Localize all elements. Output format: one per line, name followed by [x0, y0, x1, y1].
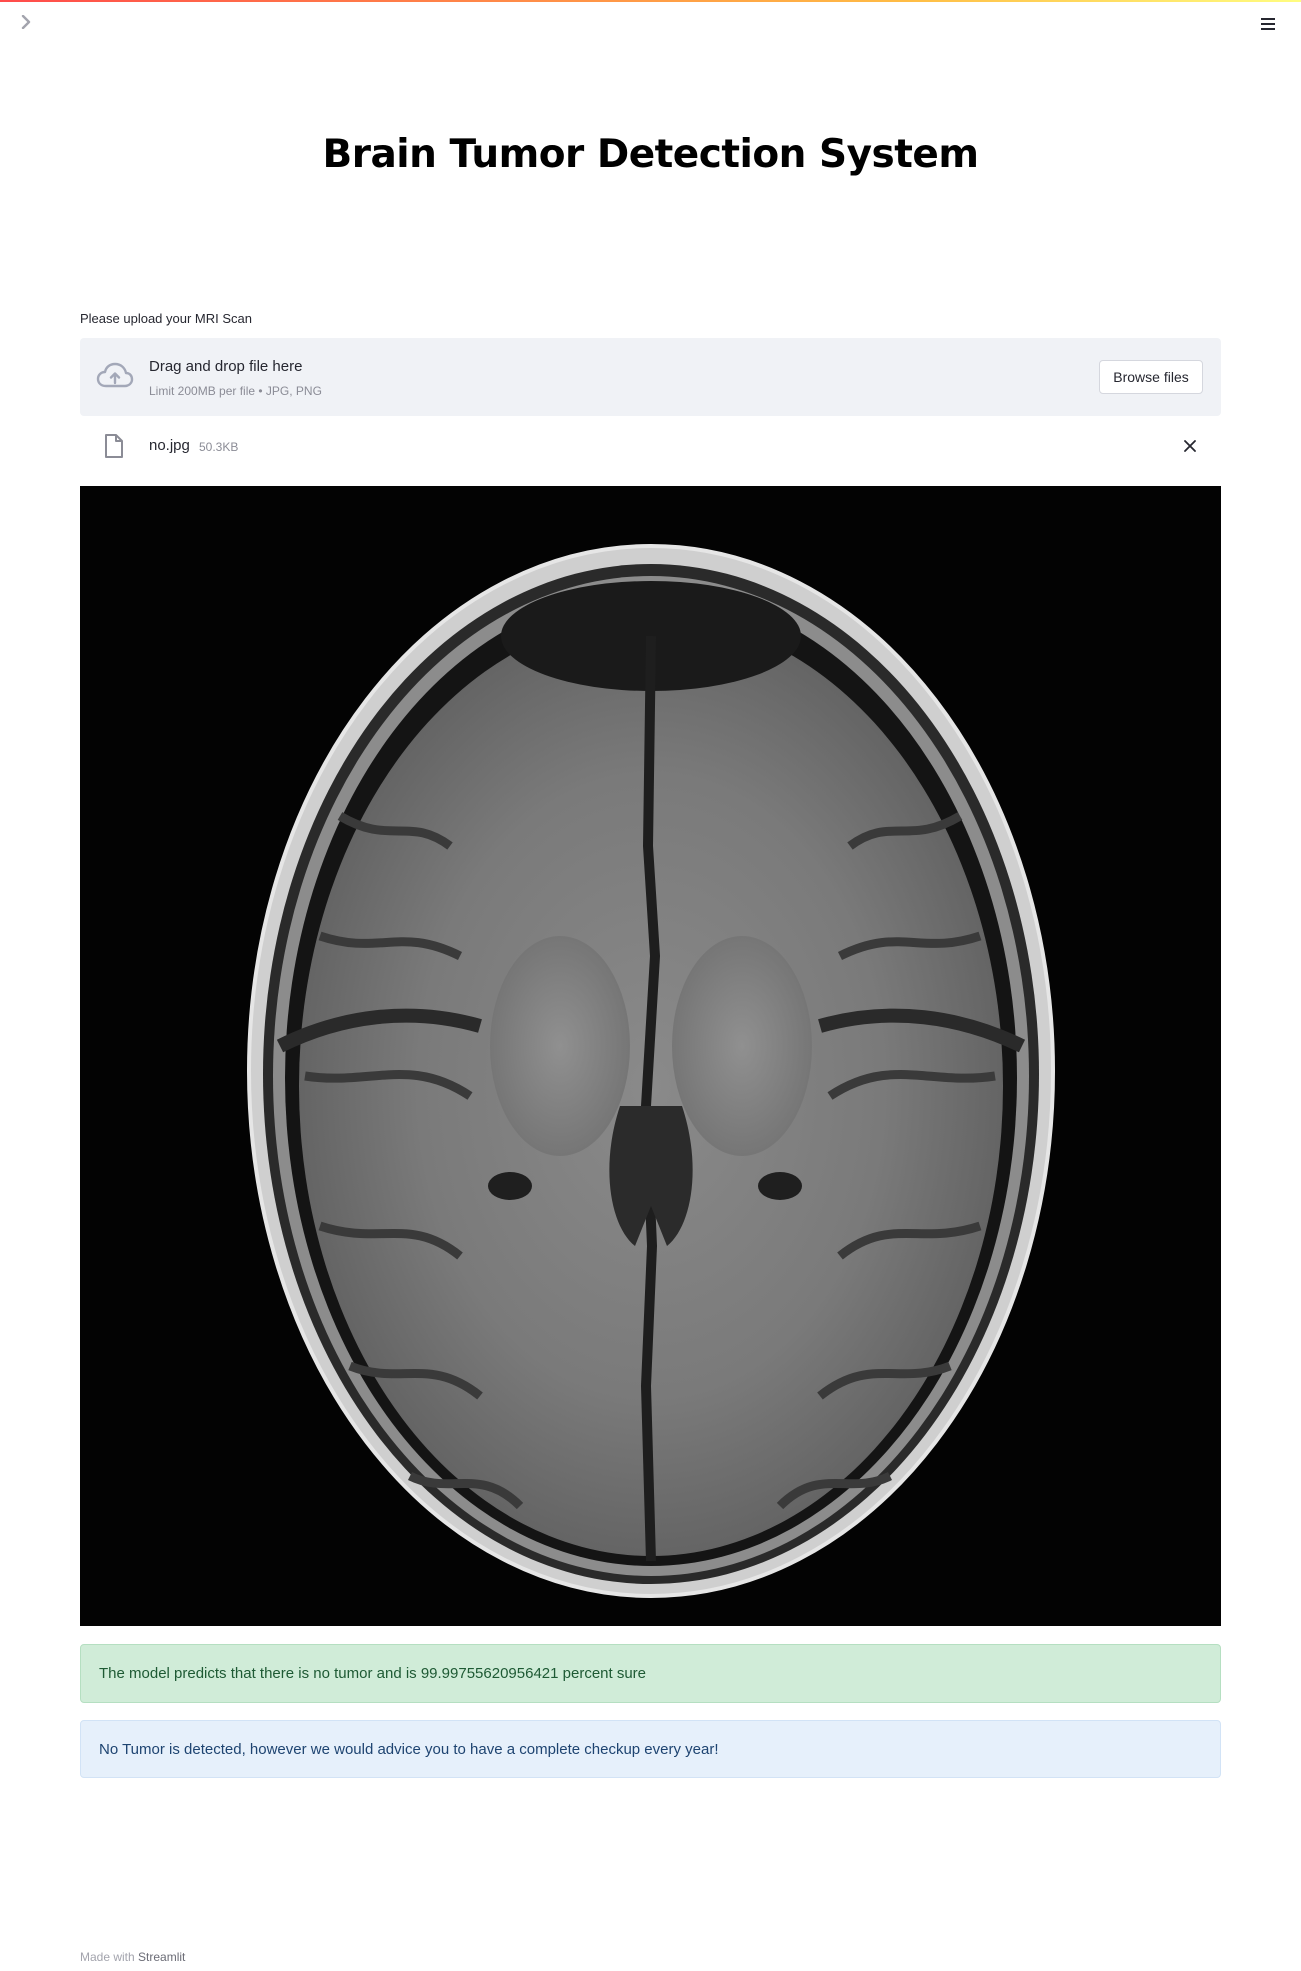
document-icon [105, 434, 123, 458]
cloud-upload-icon [96, 362, 134, 388]
dropzone-instructions: Drag and drop file here [149, 358, 303, 375]
hamburger-menu-icon [1261, 18, 1275, 30]
mri-scan-image [80, 486, 1221, 1626]
footer-prefix: Made with [80, 1950, 135, 1964]
streamlit-link[interactable]: Streamlit [138, 1950, 186, 1964]
uploaded-file-name: no.jpg [149, 437, 190, 454]
page-title: Brain Tumor Detection System [322, 132, 979, 177]
chevron-right-icon [21, 15, 31, 29]
dropzone-limit-text: Limit 200MB per file • JPG, PNG [149, 384, 322, 398]
uploaded-file-item: no.jpg 50.3KB [80, 422, 1221, 470]
sidebar-toggle-button[interactable] [16, 12, 36, 32]
uploader-label: Please upload your MRI Scan [80, 311, 252, 326]
top-decoration-bar [0, 0, 1301, 2]
remove-file-button[interactable] [1180, 436, 1200, 456]
checkup-info-alert: No Tumor is detected, however we would a… [80, 1720, 1221, 1778]
close-icon [1184, 440, 1196, 452]
main-menu-button[interactable] [1256, 12, 1280, 36]
uploaded-file-size: 50.3KB [199, 440, 239, 454]
footer: Made with Streamlit [80, 1950, 185, 1964]
browse-files-button[interactable]: Browse files [1099, 360, 1203, 394]
prediction-success-alert: The model predicts that there is no tumo… [80, 1644, 1221, 1703]
file-dropzone[interactable]: Drag and drop file here Limit 200MB per … [80, 338, 1221, 416]
